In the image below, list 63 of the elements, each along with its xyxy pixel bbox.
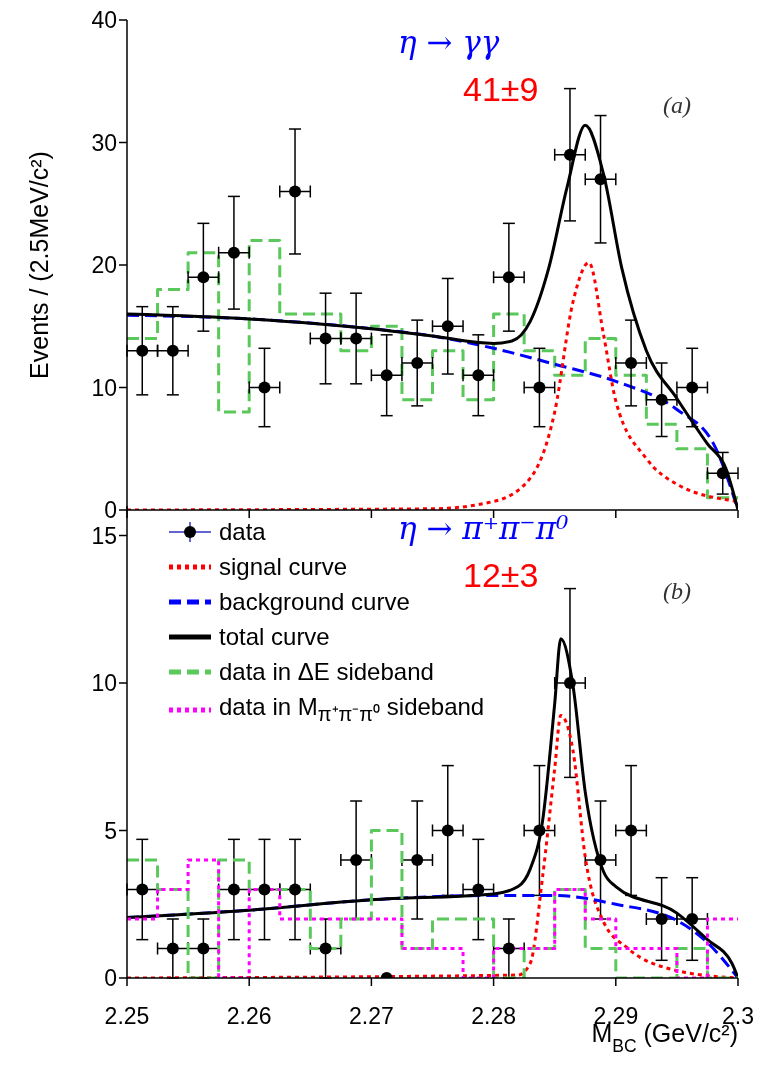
y-tick-label: 40 bbox=[91, 7, 117, 34]
point bbox=[502, 942, 515, 955]
point bbox=[441, 320, 454, 333]
point bbox=[380, 369, 393, 382]
point bbox=[166, 942, 179, 955]
y-tick-label: 20 bbox=[91, 252, 117, 279]
x-tick-label: 2.27 bbox=[349, 1003, 394, 1030]
annotation: 41±9 bbox=[463, 70, 539, 109]
legend-label: signal curve bbox=[219, 552, 348, 582]
point bbox=[716, 467, 729, 480]
x-tick-label: 2.26 bbox=[226, 1003, 272, 1030]
point bbox=[136, 883, 149, 896]
point bbox=[533, 824, 546, 837]
annotation: 12±3 bbox=[463, 556, 539, 595]
point bbox=[227, 883, 240, 896]
point bbox=[319, 942, 332, 955]
annotation: η → γγ bbox=[398, 24, 500, 60]
legend-label: background curve bbox=[219, 587, 410, 617]
point bbox=[655, 393, 668, 406]
point bbox=[594, 173, 607, 186]
point bbox=[472, 369, 485, 382]
point bbox=[319, 332, 332, 345]
y-tick-label: 0 bbox=[104, 965, 117, 992]
y-tick-label: 5 bbox=[104, 817, 117, 844]
x-tick-label: 2.28 bbox=[471, 1003, 516, 1030]
y-tick-label: 10 bbox=[91, 374, 117, 401]
point bbox=[166, 344, 179, 357]
legend-label: data in ΔE sideband bbox=[219, 657, 434, 687]
x-tick-label: 2.25 bbox=[104, 1003, 150, 1030]
point bbox=[686, 913, 699, 925]
annotation: (b) bbox=[663, 578, 691, 605]
point bbox=[350, 332, 363, 345]
point bbox=[411, 357, 424, 369]
point bbox=[258, 883, 271, 896]
point bbox=[533, 381, 546, 394]
y-tick-label: 15 bbox=[91, 522, 117, 549]
point bbox=[136, 344, 149, 357]
point bbox=[350, 854, 363, 866]
point bbox=[197, 942, 210, 955]
point bbox=[289, 883, 302, 896]
point bbox=[289, 185, 302, 198]
y-tick-label: 10 bbox=[91, 670, 117, 697]
point bbox=[563, 148, 576, 161]
legend-label: total curve bbox=[219, 622, 330, 652]
y-tick-label: 30 bbox=[91, 129, 117, 156]
point bbox=[197, 271, 210, 284]
annotation: (a) bbox=[663, 92, 691, 119]
point bbox=[625, 824, 638, 837]
point bbox=[594, 854, 607, 866]
point bbox=[686, 381, 699, 394]
legend-label: data bbox=[219, 517, 266, 547]
point bbox=[227, 246, 240, 259]
point bbox=[625, 357, 638, 369]
point bbox=[655, 913, 668, 925]
annotation: η → π⁺π⁻π⁰ bbox=[398, 510, 569, 546]
y-axis-title: Events / (2.5MeV/c²) bbox=[25, 151, 53, 379]
point bbox=[563, 677, 576, 689]
legend-label: data in M$_{π⁺π⁻π⁰}$ sideband bbox=[219, 692, 485, 727]
y-tick-label: 0 bbox=[104, 497, 117, 524]
point bbox=[502, 271, 515, 284]
point bbox=[441, 824, 454, 837]
point bbox=[258, 381, 271, 394]
point bbox=[411, 854, 424, 866]
